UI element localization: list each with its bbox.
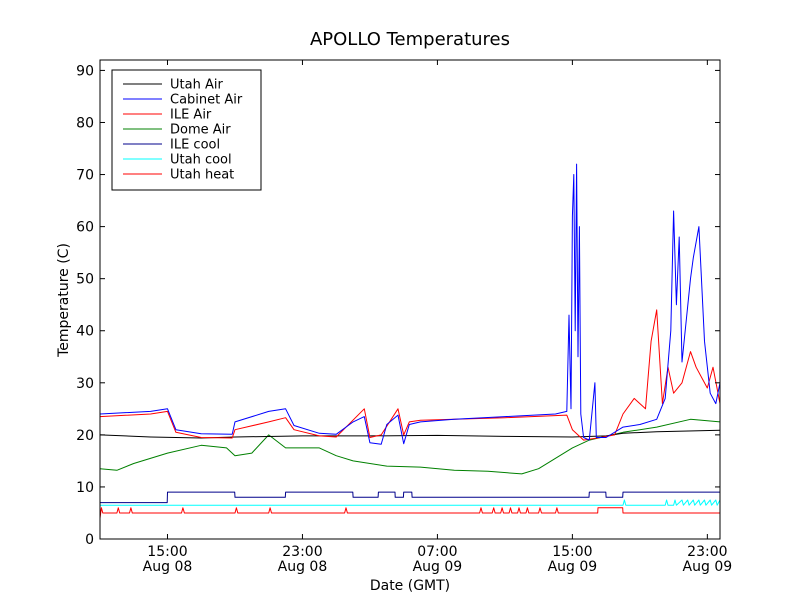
legend-box bbox=[111, 69, 262, 191]
plot-frame bbox=[99, 59, 721, 540]
x-tick-time-label: 23:00 bbox=[687, 544, 727, 560]
y-tick-label: 80 bbox=[76, 115, 94, 131]
y-tick-label: 0 bbox=[85, 532, 94, 548]
x-tick-time-label: 15:00 bbox=[552, 544, 592, 560]
x-tick-date-label: Aug 09 bbox=[683, 559, 733, 575]
y-tick-label: 20 bbox=[76, 428, 94, 444]
legend-label-ile-cool: ILE cool bbox=[170, 138, 220, 153]
series-line-utah-heat bbox=[99, 507, 720, 519]
y-axis-label: Temperature (C) bbox=[56, 243, 72, 358]
y-tick-label: 70 bbox=[76, 168, 94, 184]
x-tick-time-label: 15:00 bbox=[147, 544, 187, 560]
x-tick-date-label: Aug 09 bbox=[548, 559, 598, 575]
x-tick-date-label: Aug 08 bbox=[143, 559, 193, 575]
y-tick-label: 60 bbox=[76, 220, 94, 236]
series-layer bbox=[99, 163, 721, 519]
series-line-ile-air bbox=[99, 309, 721, 441]
legend-label-utah-air: Utah Air bbox=[170, 78, 223, 93]
x-tick-date-label: Aug 08 bbox=[278, 559, 328, 575]
series-line-ile-cool bbox=[100, 491, 720, 504]
x-tick-time-label: 07:00 bbox=[417, 544, 457, 560]
y-tick-label: 10 bbox=[76, 480, 94, 496]
legend-label-dome-air: Dome Air bbox=[170, 123, 231, 138]
x-axis-label: Date (GMT) bbox=[370, 578, 450, 594]
legend-label-ile-air: ILE Air bbox=[170, 108, 212, 123]
series-line-cabinet-air bbox=[99, 163, 721, 445]
legend-label-utah-cool: Utah cool bbox=[170, 153, 232, 168]
series-line-dome-air bbox=[99, 418, 721, 475]
y-tick-label: 90 bbox=[76, 63, 94, 79]
y-tick-label: 50 bbox=[76, 272, 94, 288]
x-tick-date-label: Aug 09 bbox=[413, 559, 463, 575]
y-tick-label: 30 bbox=[76, 376, 94, 392]
legend-label-cabinet-air: Cabinet Air bbox=[170, 93, 243, 108]
legend-label-utah-heat: Utah heat bbox=[170, 168, 234, 183]
chart-title: APOLLO Temperatures bbox=[310, 29, 510, 50]
x-tick-time-label: 23:00 bbox=[282, 544, 322, 560]
series-line-utah-cool bbox=[100, 499, 721, 506]
y-tick-label: 40 bbox=[76, 324, 94, 340]
